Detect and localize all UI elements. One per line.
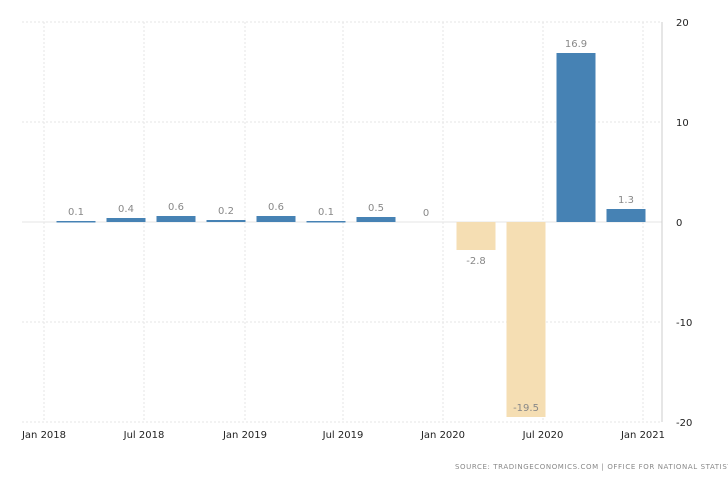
data-label: 0.1 [318,207,334,218]
data-label: 16.9 [565,39,587,50]
data-label: 0.1 [68,207,84,218]
y-tick-label: -20 [676,418,692,429]
data-label: 0.6 [168,202,184,213]
data-label: 0.4 [118,204,134,215]
data-label: -2.8 [466,256,486,267]
data-label: -19.5 [513,403,539,414]
x-tick-label: Jan 2020 [420,430,465,441]
data-label: 0.5 [368,203,384,214]
bar [156,216,196,222]
bar [306,221,346,223]
x-tick-label: Jan 2019 [222,430,267,441]
bar [606,209,646,222]
y-tick-label: 0 [676,218,682,229]
data-label: 1.3 [618,195,634,206]
bar [356,217,396,222]
bar [256,216,296,222]
data-labels: 0.1 0.4 0.6 0.2 0.6 0.1 0.5 0 -2.8 -19.5 16.9 1.3 [68,39,634,414]
y-tick-label: 10 [676,118,689,129]
y-tick-label: 20 [676,18,689,29]
bar [456,222,496,250]
bar [206,220,246,222]
data-label: 0 [423,208,429,219]
x-tick-label: Jan 2018 [21,430,66,441]
bar [106,218,146,222]
source-note: SOURCE: TRADINGECONOMICS.COM | OFFICE FO… [455,463,728,471]
data-label: 0.2 [218,206,234,217]
bar [506,222,546,417]
y-tick-label: -10 [676,318,692,329]
bars [56,53,646,417]
x-tick-label: Jul 2020 [522,430,564,441]
x-tick-label: Jul 2019 [322,430,364,441]
x-tick-label: Jan 2021 [620,430,665,441]
bar [56,221,96,223]
data-label: 0.6 [268,202,284,213]
axes: 20 10 0 -10 -20 Jan 2018 Jul 2018 Jan 2019 Jul 2… [21,18,692,441]
bar [556,53,596,222]
x-tick-label: Jul 2018 [123,430,165,441]
